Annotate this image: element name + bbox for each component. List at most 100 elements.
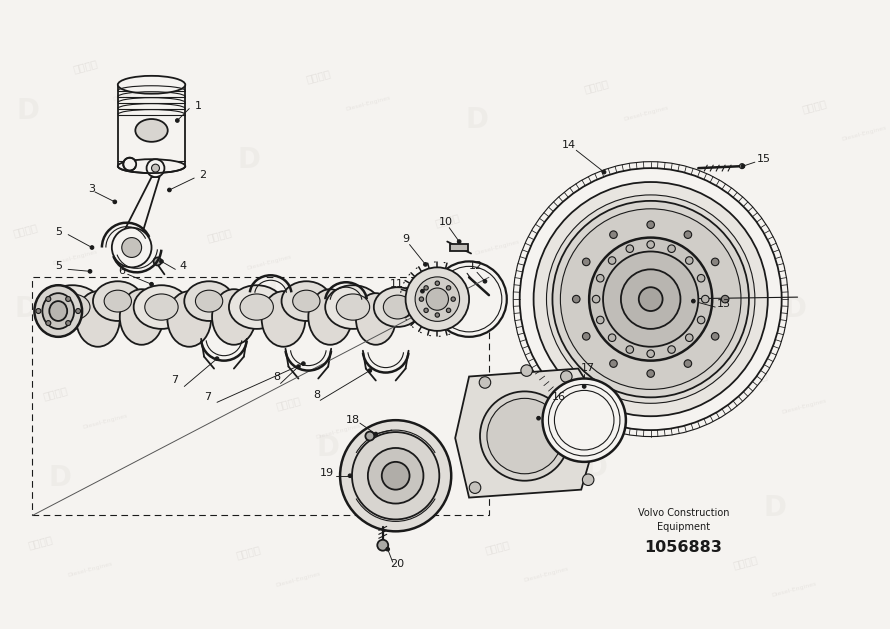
Circle shape: [46, 296, 51, 301]
Text: Diesel-Engines: Diesel-Engines: [67, 562, 113, 579]
Ellipse shape: [740, 164, 744, 169]
Ellipse shape: [167, 291, 211, 347]
Circle shape: [685, 334, 693, 342]
Text: 紫发动力: 紫发动力: [741, 370, 768, 387]
Text: 紫发动力: 紫发动力: [42, 386, 69, 401]
Ellipse shape: [49, 301, 67, 321]
Circle shape: [610, 360, 618, 367]
Text: 9: 9: [402, 233, 409, 243]
Circle shape: [609, 257, 616, 264]
Circle shape: [537, 416, 540, 420]
Circle shape: [520, 168, 781, 430]
Circle shape: [548, 384, 620, 456]
Circle shape: [88, 270, 92, 273]
Circle shape: [711, 258, 719, 265]
Circle shape: [626, 346, 634, 353]
Circle shape: [368, 448, 424, 504]
Text: 紫发动力: 紫发动力: [514, 390, 540, 406]
Ellipse shape: [77, 291, 120, 347]
Ellipse shape: [117, 76, 185, 94]
Text: D: D: [238, 146, 260, 174]
Circle shape: [447, 308, 450, 313]
Text: 紫发动力: 紫发动力: [12, 221, 39, 238]
Circle shape: [415, 277, 459, 321]
Text: 7: 7: [172, 376, 179, 386]
Ellipse shape: [134, 285, 190, 329]
Circle shape: [159, 260, 163, 263]
Text: 12: 12: [469, 261, 483, 271]
Circle shape: [90, 246, 93, 249]
Circle shape: [421, 289, 425, 293]
Text: D: D: [684, 166, 707, 194]
Text: 17: 17: [581, 362, 595, 372]
Text: Diesel-Engines: Diesel-Engines: [344, 95, 391, 112]
Text: D: D: [317, 434, 340, 462]
Ellipse shape: [117, 159, 185, 173]
Circle shape: [374, 432, 377, 436]
Circle shape: [366, 431, 375, 440]
Circle shape: [113, 200, 117, 204]
Ellipse shape: [196, 290, 222, 312]
Circle shape: [685, 257, 693, 264]
Text: 7: 7: [204, 392, 211, 403]
Text: 5: 5: [55, 261, 62, 271]
Ellipse shape: [356, 293, 396, 345]
Text: D: D: [49, 464, 72, 492]
Ellipse shape: [240, 294, 273, 320]
Circle shape: [479, 377, 490, 388]
Text: D: D: [565, 245, 587, 274]
Ellipse shape: [93, 281, 142, 321]
Circle shape: [572, 296, 580, 303]
Circle shape: [701, 296, 709, 303]
Ellipse shape: [135, 119, 167, 142]
Circle shape: [435, 281, 440, 286]
Circle shape: [639, 287, 662, 311]
Text: 3: 3: [88, 184, 95, 194]
Circle shape: [741, 164, 745, 168]
Text: Diesel-Engines: Diesel-Engines: [623, 105, 668, 122]
Circle shape: [647, 370, 654, 377]
Circle shape: [561, 370, 572, 382]
Circle shape: [554, 391, 614, 450]
Circle shape: [582, 474, 594, 486]
Ellipse shape: [54, 294, 90, 320]
Circle shape: [610, 231, 618, 238]
Text: 14: 14: [562, 140, 576, 150]
Circle shape: [589, 238, 712, 360]
Circle shape: [483, 279, 487, 283]
Circle shape: [457, 240, 461, 243]
Ellipse shape: [184, 281, 234, 321]
Text: 紫发动力: 紫发动力: [27, 534, 53, 550]
Circle shape: [582, 333, 590, 340]
Circle shape: [386, 547, 390, 551]
Text: 16: 16: [552, 392, 565, 403]
Circle shape: [647, 221, 654, 228]
Ellipse shape: [262, 291, 305, 347]
Ellipse shape: [293, 290, 320, 312]
Circle shape: [123, 158, 136, 170]
Circle shape: [406, 267, 469, 331]
Text: 19: 19: [320, 468, 335, 478]
Circle shape: [596, 274, 604, 282]
Circle shape: [647, 241, 654, 248]
Text: Diesel-Engines: Diesel-Engines: [841, 125, 887, 142]
Ellipse shape: [35, 285, 82, 337]
Text: Diesel-Engines: Diesel-Engines: [781, 398, 828, 415]
Text: Diesel-Engines: Diesel-Engines: [741, 264, 788, 281]
Text: Equipment: Equipment: [657, 522, 710, 532]
Circle shape: [424, 262, 427, 266]
Circle shape: [215, 357, 219, 360]
Text: 20: 20: [390, 559, 404, 569]
Text: 4: 4: [179, 261, 186, 271]
Circle shape: [561, 209, 741, 389]
Text: 紫发动力: 紫发动力: [434, 212, 461, 228]
Text: 6: 6: [117, 266, 125, 276]
Text: Diesel-Engines: Diesel-Engines: [82, 413, 128, 430]
Circle shape: [435, 313, 440, 317]
Polygon shape: [122, 177, 159, 236]
Circle shape: [377, 540, 388, 550]
Circle shape: [352, 432, 440, 520]
Text: 10: 10: [440, 217, 453, 226]
Circle shape: [46, 321, 51, 326]
Text: 1056883: 1056883: [644, 540, 723, 555]
